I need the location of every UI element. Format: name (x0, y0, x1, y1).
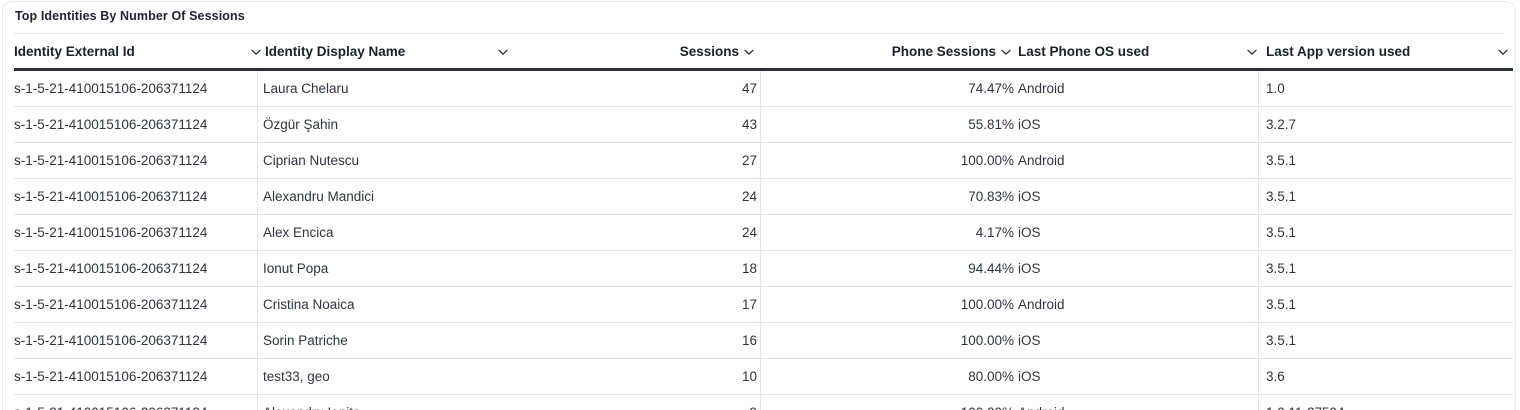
cell-last_phone_os_used: iOS (1018, 117, 1041, 132)
table-row[interactable]: s-1-5-21-410015106-206371124 Alexandru Io… (14, 395, 1513, 410)
cell-sessions: 17 (741, 297, 757, 312)
column-separator (1257, 71, 1259, 410)
column-header-last_phone_os_used[interactable]: Last Phone OS used (1018, 34, 1260, 69)
table-row[interactable]: s-1-5-21-410015106-206371124 test33, geo 1… (14, 359, 1513, 395)
cell-sessions: 24 (741, 225, 757, 240)
cell-identity_external_id: s-1-5-21-410015106-206371124 (14, 153, 208, 168)
chevron-down-icon[interactable] (1246, 46, 1258, 58)
column-header-label: Identity Display Name (265, 44, 406, 59)
cell-sessions: 43 (741, 117, 757, 132)
chevron-down-icon[interactable] (250, 46, 262, 58)
cell-identity_external_id: s-1-5-21-410015106-206371124 (14, 81, 208, 96)
table-row[interactable]: s-1-5-21-410015106-206371124 Ionut Popa 18… (14, 251, 1513, 287)
column-header-sessions[interactable]: Sessions (511, 34, 757, 69)
cell-phone_sessions: 70.83% (968, 189, 1014, 204)
column-header-last_app_version_used[interactable]: Last App version used (1266, 34, 1511, 69)
cell-last_phone_os_used: Android (1018, 395, 1250, 410)
cell-sessions: 24 (741, 189, 757, 204)
cell-sessions: 27 (741, 153, 757, 168)
cell-last_app_version_used: 3.6 (1266, 369, 1285, 384)
cell-phone_sessions: 100.00% (960, 333, 1014, 348)
cell-identity_display_name: Özgür Şahin (263, 117, 339, 132)
table-row[interactable]: s-1-5-21-410015106-206371124 Laura Chelar… (14, 71, 1513, 107)
cell-last_phone_os_used: iOS (1018, 261, 1041, 276)
cell-last_app_version_used: 3.2.7 (1266, 117, 1297, 132)
cell-last_app_version_used: 1.0 (1266, 81, 1285, 96)
cell-sessions: 9 (471, 395, 757, 410)
column-header-label: Sessions (679, 44, 739, 59)
cell-identity_external_id: s-1-5-21-410015106-206371124 (14, 369, 208, 384)
cell-sessions: 18 (741, 261, 757, 276)
table-row[interactable]: s-1-5-21-410015106-206371124 Ciprian Nute… (14, 143, 1513, 179)
cell-last_app_version_used: 3.5.1 (1266, 153, 1297, 168)
cell-identity_display_name: Cristina Noaica (263, 297, 355, 312)
cell-phone_sessions: 80.00% (968, 369, 1014, 384)
cell-sessions: 10 (741, 369, 757, 384)
chevron-down-icon[interactable] (743, 46, 755, 58)
identities-table: Identity External Id Identity Display Nam… (14, 34, 1513, 69)
table-row[interactable]: s-1-5-21-410015106-206371124 Özgür Şahin 4… (14, 107, 1513, 143)
cell-last_phone_os_used: Android (1018, 153, 1065, 168)
cell-identity_display_name: Alexandru Mandici (263, 189, 375, 204)
cell-identity_display_name: Alexandru Ionita (263, 395, 471, 410)
cell-identity_external_id: s-1-5-21-410015106-206371124 (14, 333, 208, 348)
cell-last_app_version_used: 3.5.1 (1266, 261, 1297, 276)
column-separator (256, 71, 258, 410)
cell-last_phone_os_used: Android (1018, 81, 1065, 96)
cell-last_phone_os_used: iOS (1018, 225, 1041, 240)
column-separator (759, 71, 761, 410)
column-header-label: Last App version used (1266, 44, 1411, 59)
cell-identity_external_id: s-1-5-21-410015106-206371124 (14, 189, 208, 204)
cell-identity_external_id: s-1-5-21-410015106-206371124 (14, 395, 250, 410)
column-header-identity_display_name[interactable]: Identity Display Name (265, 34, 511, 69)
chevron-down-icon[interactable] (497, 46, 509, 58)
column-header-phone_sessions[interactable]: Phone Sessions (759, 34, 1014, 69)
cell-identity_display_name: Alex Encica (263, 225, 334, 240)
table-header-row: Identity External Id Identity Display Nam… (14, 34, 1513, 69)
column-header-label: Phone Sessions (891, 44, 996, 59)
cell-last_app_version_used: 3.5.1 (1266, 297, 1297, 312)
cell-phone_sessions: 100.00% (960, 297, 1014, 312)
column-header-label: Last Phone OS used (1018, 44, 1150, 59)
cell-identity_display_name: Ionut Popa (263, 261, 329, 276)
cell-identity_external_id: s-1-5-21-410015106-206371124 (14, 117, 208, 132)
cell-last_app_version_used: 3.5.1 (1266, 189, 1297, 204)
cell-identity_external_id: s-1-5-21-410015106-206371124 (14, 297, 208, 312)
cell-phone_sessions: 100.00% (960, 153, 1014, 168)
cell-identity_display_name: test33, geo (263, 369, 330, 384)
table-row[interactable]: s-1-5-21-410015106-206371124 Cristina Noa… (14, 287, 1513, 323)
chevron-down-icon[interactable] (1000, 46, 1012, 58)
cell-last_phone_os_used: iOS (1018, 333, 1041, 348)
cell-identity_external_id: s-1-5-21-410015106-206371124 (14, 261, 208, 276)
chevron-down-icon[interactable] (1497, 46, 1509, 58)
table-row[interactable]: s-1-5-21-410015106-206371124 Sorin Patric… (14, 323, 1513, 359)
cell-phone_sessions: 94.44% (968, 261, 1014, 276)
column-header-label: Identity External Id (14, 44, 135, 59)
cell-last_app_version_used: 3.5.1 (1266, 225, 1297, 240)
cell-last_app_version_used: 1.0.11-27594 (1266, 395, 1506, 410)
title-divider (14, 33, 1504, 34)
cell-phone_sessions: 100.00% (774, 395, 1014, 410)
table-row[interactable]: s-1-5-21-410015106-206371124 Alex Encica 2… (14, 215, 1513, 251)
cell-sessions: 47 (741, 81, 757, 96)
cell-last_phone_os_used: Android (1018, 297, 1065, 312)
cell-identity_display_name: Sorin Patriche (263, 333, 348, 348)
card-title: Top Identities By Number Of Sessions (15, 9, 245, 23)
cell-identity_display_name: Laura Chelaru (263, 81, 349, 96)
cell-sessions: 16 (741, 333, 757, 348)
cell-last_app_version_used: 3.5.1 (1266, 333, 1297, 348)
header-underline (14, 68, 1513, 71)
column-header-identity_external_id[interactable]: Identity External Id (14, 34, 264, 69)
cell-last_phone_os_used: iOS (1018, 369, 1041, 384)
cell-last_phone_os_used: iOS (1018, 189, 1041, 204)
cell-phone_sessions: 55.81% (968, 117, 1014, 132)
cell-identity_display_name: Ciprian Nutescu (263, 153, 360, 168)
table-row[interactable]: s-1-5-21-410015106-206371124 Alexandru Ma… (14, 179, 1513, 215)
cell-phone_sessions: 74.47% (968, 81, 1014, 96)
cell-identity_external_id: s-1-5-21-410015106-206371124 (14, 225, 208, 240)
table-body: s-1-5-21-410015106-206371124 Laura Chelar… (14, 71, 1513, 410)
cell-phone_sessions: 4.17% (975, 225, 1014, 240)
